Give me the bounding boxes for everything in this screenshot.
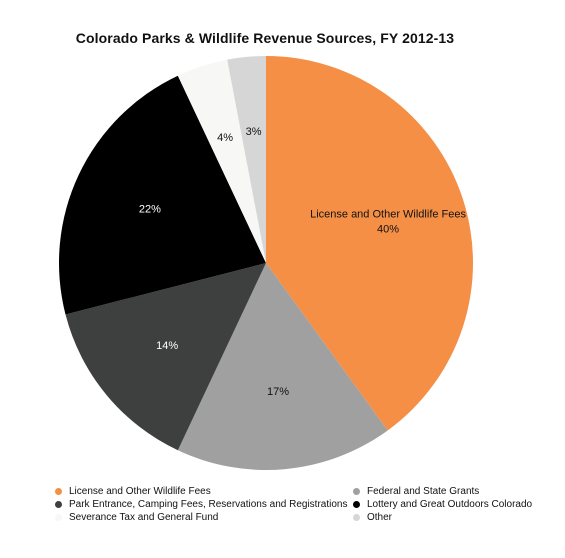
legend-item: Federal and State Grants: [353, 486, 479, 497]
legend-label: Other: [367, 512, 393, 523]
legend-item: Lottery and Great Outdoors Colorado: [353, 499, 532, 510]
legend-item: Park Entrance, Camping Fees, Reservation…: [55, 499, 347, 510]
legend-label: Lottery and Great Outdoors Colorado: [367, 499, 533, 510]
slice-name-label: License and Other Wildlife Fees: [310, 208, 466, 220]
slice-value-label: 3%: [246, 126, 262, 138]
pie-slice-2: [65, 263, 266, 451]
legend-swatch: [55, 514, 62, 521]
pie-slice-4: [177, 59, 266, 264]
legend-swatch: [353, 488, 360, 495]
slice-value-label: 14%: [156, 340, 178, 352]
legend-label: License and Other Wildlife Fees: [69, 486, 211, 497]
legend-label: Federal and State Grants: [367, 486, 480, 497]
legend-item: Severance Tax and General Fund: [55, 512, 218, 523]
legend-swatch: [55, 501, 62, 508]
legend-swatch: [353, 501, 360, 508]
slice-value-label: 4%: [217, 132, 233, 144]
legend-label: Severance Tax and General Fund: [69, 512, 219, 523]
pie-slice-0: [266, 56, 473, 431]
pie-slice-5: [227, 56, 266, 263]
pie-slice-1: [177, 263, 388, 470]
slice-value-label: 22%: [139, 203, 161, 215]
chart-title: Colorado Parks & Wildlife Revenue Source…: [75, 30, 455, 46]
legend-swatch: [353, 514, 360, 521]
slice-value-label: 40%: [377, 223, 399, 235]
legend-item: Other: [353, 512, 392, 523]
slice-value-label: 17%: [267, 386, 289, 398]
legend-label: Park Entrance, Camping Fees, Reservation…: [69, 499, 348, 510]
legend-swatch: [55, 488, 62, 495]
legend-item: License and Other Wildlife Fees: [55, 486, 211, 497]
pie-slice-3: [58, 75, 266, 315]
